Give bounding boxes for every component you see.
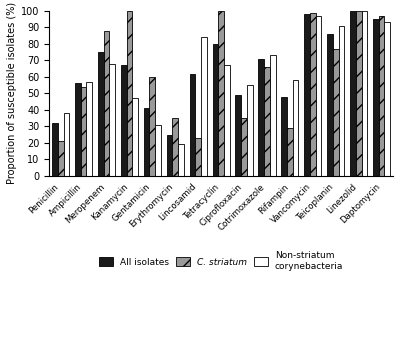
Bar (379, 16, 384, 176)
Bar (190, 74, 195, 176)
Bar (333, 49, 339, 176)
Bar (150, 77, 155, 176)
Bar (132, 98, 138, 176)
Bar (304, 14, 310, 176)
Legend: All isolates, C. striatum, Non-striatum
corynebacteria: All isolates, C. striatum, Non-striatum … (96, 249, 346, 273)
Bar (167, 135, 172, 176)
Bar (293, 80, 298, 176)
Bar (109, 64, 115, 176)
Bar (81, 87, 86, 176)
Bar (75, 84, 81, 176)
Bar (144, 108, 150, 176)
Y-axis label: Proportion of susceptible isolates (%): Proportion of susceptible isolates (%) (7, 2, 17, 184)
Bar (339, 26, 344, 176)
Bar (178, 145, 184, 176)
Bar (126, 11, 132, 176)
Bar (201, 37, 207, 176)
Bar (241, 118, 247, 176)
Bar (121, 65, 126, 176)
Bar (236, 95, 241, 176)
Bar (86, 82, 92, 176)
Bar (172, 118, 178, 176)
Bar (58, 141, 64, 176)
Bar (281, 97, 287, 176)
Bar (258, 59, 264, 176)
Bar (247, 85, 253, 176)
Bar (218, 11, 224, 176)
Bar (384, 23, 390, 176)
Bar (316, 16, 322, 176)
Bar (310, 13, 316, 176)
Bar (350, 11, 356, 176)
Bar (104, 31, 109, 176)
Bar (224, 65, 230, 176)
Bar (264, 67, 270, 176)
Bar (270, 56, 276, 176)
Bar (195, 138, 201, 176)
Bar (327, 34, 333, 176)
Bar (356, 11, 362, 176)
Bar (52, 123, 58, 176)
Bar (362, 11, 367, 176)
Bar (98, 52, 104, 176)
Bar (155, 125, 161, 176)
Bar (64, 113, 69, 176)
Bar (287, 128, 293, 176)
Bar (373, 19, 379, 176)
Bar (212, 44, 218, 176)
